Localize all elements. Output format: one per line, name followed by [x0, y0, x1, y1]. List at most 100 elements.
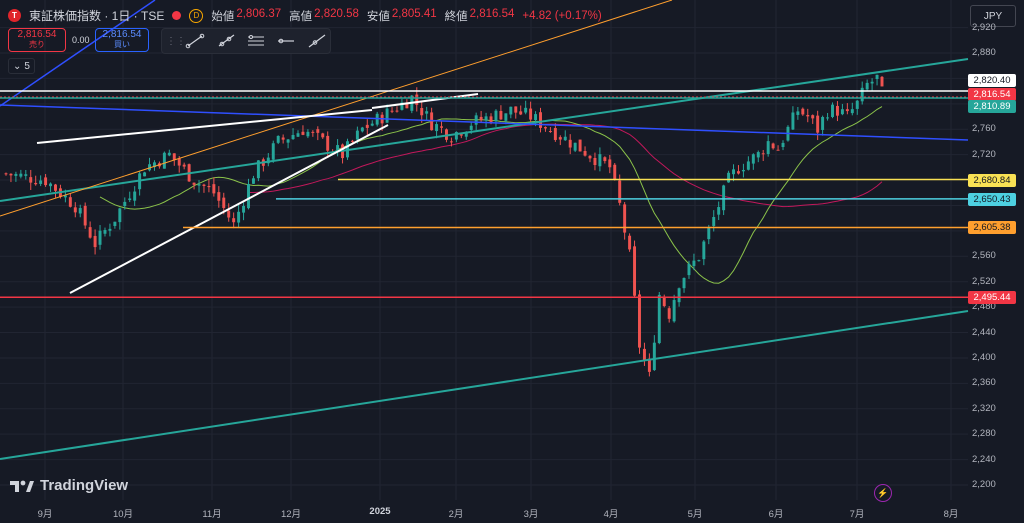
candle-body — [83, 205, 87, 226]
candle-body — [128, 198, 132, 201]
y-axis-label: 2,560 — [972, 250, 996, 262]
candle-body — [613, 164, 617, 180]
candle-body — [543, 127, 547, 129]
candle-body — [736, 171, 740, 174]
candle-body — [603, 157, 607, 162]
candle-body — [588, 155, 592, 159]
candle-body — [870, 81, 874, 84]
buy-button[interactable]: 2,816.54 買い — [95, 28, 149, 52]
candle-body — [751, 154, 755, 164]
candle-body — [286, 139, 290, 143]
candle-body — [509, 106, 513, 115]
candle-body — [667, 308, 671, 319]
candle-body — [761, 153, 765, 155]
candle-body — [608, 159, 612, 168]
trend-line-icon[interactable] — [182, 31, 208, 51]
candle-body — [732, 169, 736, 175]
candle-body — [791, 112, 795, 130]
trend-line-blue-steep — [0, 0, 156, 107]
candle-body — [672, 300, 676, 322]
candle-body — [499, 110, 503, 120]
candle-body — [152, 162, 156, 168]
candle-body — [133, 191, 137, 201]
candle-body — [781, 142, 785, 148]
y-axis-label: 2,240 — [972, 453, 996, 465]
candle-body — [771, 143, 775, 149]
trend-line-blue — [0, 104, 969, 141]
candle-body — [840, 109, 844, 115]
candle-body — [563, 136, 567, 141]
candle-body — [449, 141, 453, 143]
moving-average-50 — [248, 123, 883, 208]
trend-line-upper-teal — [0, 58, 969, 202]
tradingview-mark-icon — [10, 480, 34, 492]
horizontal-ray-icon[interactable] — [273, 31, 299, 51]
candle-body — [271, 143, 275, 160]
high-label: 高値 — [289, 10, 313, 23]
y-axis-label: 2,320 — [972, 402, 996, 414]
candle-body — [578, 139, 582, 152]
drag-handle-icon[interactable]: ⋮⋮ — [166, 35, 186, 47]
candle-body — [148, 164, 152, 171]
candle-body — [801, 108, 805, 115]
y-axis-label: 2,280 — [972, 428, 996, 440]
candle-body — [14, 173, 18, 176]
candle-body — [484, 116, 488, 121]
candle-body — [880, 76, 884, 87]
candle-body — [68, 197, 72, 207]
candle-body — [167, 152, 171, 156]
candle-body — [850, 109, 854, 114]
candle-body — [756, 152, 760, 158]
extended-line-icon[interactable] — [304, 31, 330, 51]
open-value: 2,806.37 — [236, 7, 282, 20]
candle-body — [29, 177, 33, 183]
drawing-toolbar: ⋮⋮ — [161, 28, 331, 54]
candle-body — [420, 108, 424, 116]
candle-body — [242, 205, 246, 213]
candle-body — [489, 116, 493, 123]
candle-body — [821, 117, 825, 130]
candle-body — [78, 208, 82, 214]
candle-body — [118, 208, 122, 223]
price-tag: 2,810.89 — [968, 100, 1016, 113]
x-axis-label: 8月 — [943, 509, 959, 520]
x-axis-label: 2025 — [369, 506, 391, 517]
candle-body — [677, 288, 681, 303]
candle-body — [355, 130, 359, 140]
candle-body — [435, 124, 439, 132]
candle-body — [860, 87, 864, 102]
y-axis-label: 2,720 — [972, 148, 996, 160]
candle-body — [548, 131, 552, 133]
x-axis-label: 7月 — [849, 509, 865, 520]
data-delay-icon: D — [189, 8, 204, 23]
price-tag: 2,816.54 — [968, 88, 1016, 101]
y-axis-label: 2,360 — [972, 377, 996, 389]
sell-button[interactable]: 2,816.54 売り — [8, 28, 66, 52]
indicators-toggle[interactable]: ⌄ 5 — [8, 58, 35, 74]
sell-price: 2,816.54 — [17, 29, 57, 40]
candle-body — [385, 108, 389, 123]
price-tag: 2,495.44 — [968, 291, 1016, 305]
candle-body — [192, 182, 196, 185]
candle-body — [336, 145, 340, 151]
candle-body — [647, 358, 651, 372]
candle-body — [177, 158, 181, 166]
candle-body — [717, 207, 721, 215]
candle-body — [875, 74, 879, 80]
candle-body — [746, 161, 750, 170]
candle-body — [227, 210, 231, 218]
candle-body — [24, 174, 28, 176]
candle-body — [108, 228, 112, 231]
candle-body — [628, 235, 632, 250]
candle-body — [113, 221, 117, 226]
candle-body — [657, 294, 661, 344]
ray-icon[interactable] — [212, 31, 238, 51]
candle-body — [207, 185, 211, 188]
candle-body — [558, 137, 562, 140]
x-axis-label: 4月 — [603, 509, 619, 520]
lightning-icon[interactable]: ⚡ — [874, 484, 892, 502]
currency-selector[interactable]: JPY — [970, 5, 1016, 27]
symbol-title[interactable]: 東証株価指数 · 1日 · TSE — [29, 9, 165, 23]
horizontal-lines-icon[interactable] — [243, 31, 269, 51]
